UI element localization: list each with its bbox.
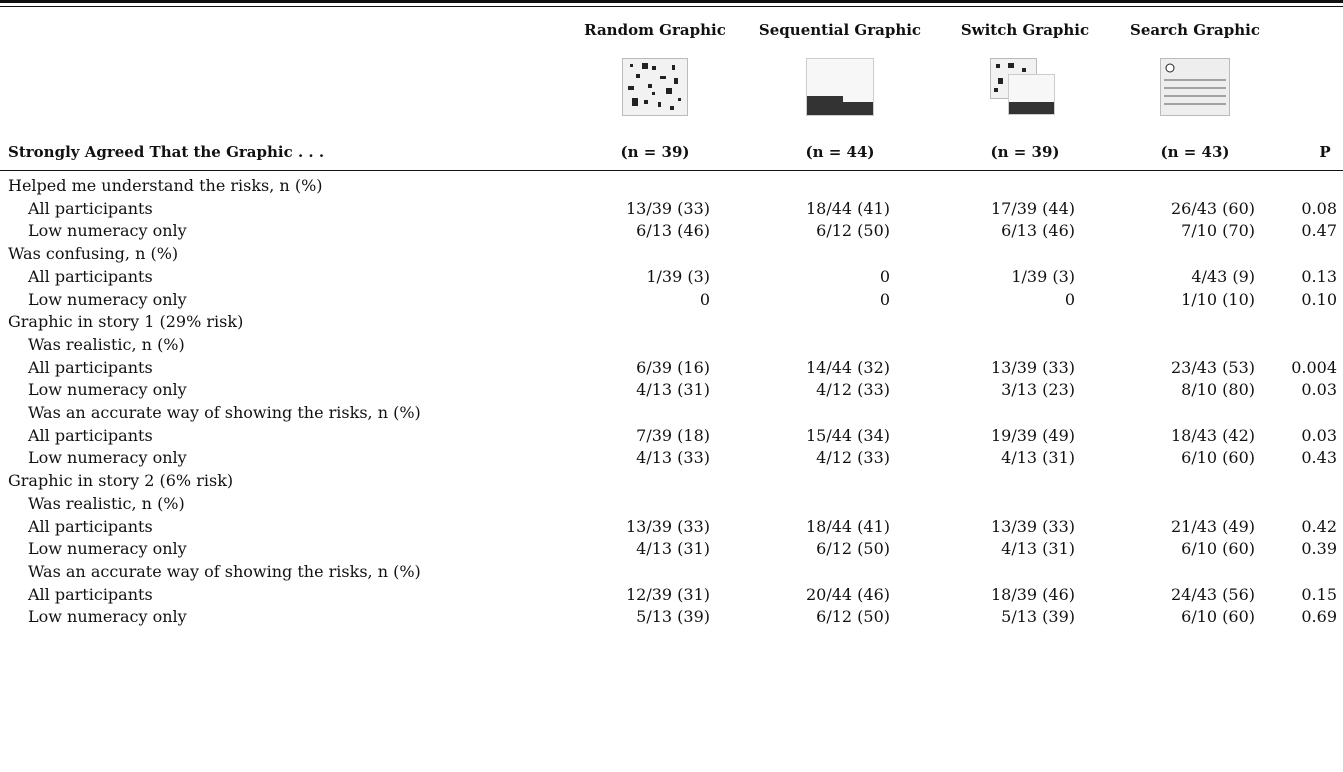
row-label: All participants — [28, 357, 153, 379]
cell: 23/43 (53) — [1171, 357, 1255, 379]
row-label: All participants — [28, 425, 153, 447]
p-value: 0.004 — [1291, 357, 1337, 379]
cell: 6/12 (50) — [816, 220, 890, 242]
p-header: P — [1319, 141, 1330, 163]
row-label: Low numeracy only — [28, 606, 187, 628]
cell: 6/13 (46) — [1001, 220, 1075, 242]
sample-size: (n = 43) — [1161, 141, 1230, 163]
cell: 12/39 (31) — [626, 584, 710, 606]
row-label: All participants — [28, 584, 153, 606]
cell: 26/43 (60) — [1171, 198, 1255, 220]
row-label: Low numeracy only — [28, 289, 187, 311]
p-value: 0.15 — [1301, 584, 1337, 606]
column-header: Sequential Graphic — [759, 19, 921, 41]
header-rule — [0, 170, 1343, 171]
p-value: 0.69 — [1301, 606, 1337, 628]
cell: 1/39 (3) — [646, 266, 710, 288]
cell: 13/39 (33) — [991, 516, 1075, 538]
cell: 13/39 (33) — [626, 516, 710, 538]
cell: 6/12 (50) — [816, 538, 890, 560]
cell: 21/43 (49) — [1171, 516, 1255, 538]
row-header: Strongly Agreed That the Graphic . . . — [8, 141, 324, 163]
cell: 6/10 (60) — [1181, 606, 1255, 628]
section-title: Graphic in story 2 (6% risk) — [8, 470, 233, 492]
p-value: 0.39 — [1301, 538, 1337, 560]
p-value: 0.13 — [1301, 266, 1337, 288]
cell: 6/39 (16) — [636, 357, 710, 379]
cell: 4/13 (31) — [636, 538, 710, 560]
subsection-title: Was realistic, n (%) — [28, 493, 185, 515]
cell: 8/10 (80) — [1181, 379, 1255, 401]
cell: 15/44 (34) — [806, 425, 890, 447]
cell: 6/13 (46) — [636, 220, 710, 242]
subsection-title: Was realistic, n (%) — [28, 334, 185, 356]
cell: 18/44 (41) — [806, 198, 890, 220]
cell: 4/43 (9) — [1191, 266, 1255, 288]
cell: 13/39 (33) — [626, 198, 710, 220]
sample-size: (n = 39) — [621, 141, 690, 163]
row-label: All participants — [28, 266, 153, 288]
cell: 0 — [700, 289, 710, 311]
section-title: Graphic in story 1 (29% risk) — [8, 311, 243, 333]
row-label: Low numeracy only — [28, 538, 187, 560]
section-title: Was confusing, n (%) — [8, 243, 178, 265]
cell: 18/43 (42) — [1171, 425, 1255, 447]
column-header: Random Graphic — [584, 19, 726, 41]
top-rule — [0, 0, 1343, 3]
p-value: 0.08 — [1301, 198, 1337, 220]
cell: 1/39 (3) — [1011, 266, 1075, 288]
search-graphic-icon — [1160, 58, 1230, 116]
p-value: 0.47 — [1301, 220, 1337, 242]
cell: 18/44 (41) — [806, 516, 890, 538]
cell: 4/13 (31) — [636, 379, 710, 401]
cell: 6/10 (60) — [1181, 538, 1255, 560]
subsection-title: Was an accurate way of showing the risks… — [28, 402, 421, 424]
row-label: Low numeracy only — [28, 379, 187, 401]
cell: 20/44 (46) — [806, 584, 890, 606]
cell: 14/44 (32) — [806, 357, 890, 379]
cell: 4/13 (31) — [1001, 538, 1075, 560]
cell: 0 — [880, 266, 890, 288]
cell: 24/43 (56) — [1171, 584, 1255, 606]
cell: 6/12 (50) — [816, 606, 890, 628]
cell: 5/13 (39) — [636, 606, 710, 628]
cell: 6/10 (60) — [1181, 447, 1255, 469]
cell: 5/13 (39) — [1001, 606, 1075, 628]
row-label: Low numeracy only — [28, 447, 187, 469]
cell: 4/13 (33) — [636, 447, 710, 469]
cell: 7/39 (18) — [636, 425, 710, 447]
cell: 3/13 (23) — [1001, 379, 1075, 401]
top-rule-thin — [0, 6, 1343, 7]
row-label: All participants — [28, 198, 153, 220]
column-header: Switch Graphic — [961, 19, 1089, 41]
table-page: Random Graphic Sequential Graphic Switch G… — [0, 0, 1343, 772]
sample-size: (n = 39) — [991, 141, 1060, 163]
row-label: All participants — [28, 516, 153, 538]
sample-size: (n = 44) — [806, 141, 875, 163]
cell: 4/12 (33) — [816, 447, 890, 469]
cell: 4/12 (33) — [816, 379, 890, 401]
cell: 18/39 (46) — [991, 584, 1075, 606]
p-value: 0.10 — [1301, 289, 1337, 311]
cell: 0 — [1065, 289, 1075, 311]
switch-graphic-icon — [990, 58, 1056, 116]
cell: 17/39 (44) — [991, 198, 1075, 220]
cell: 1/10 (10) — [1181, 289, 1255, 311]
cell: 0 — [880, 289, 890, 311]
p-value: 0.43 — [1301, 447, 1337, 469]
cell: 4/13 (31) — [1001, 447, 1075, 469]
cell: 19/39 (49) — [991, 425, 1075, 447]
p-value: 0.42 — [1301, 516, 1337, 538]
subsection-title: Was an accurate way of showing the risks… — [28, 561, 421, 583]
cell: 7/10 (70) — [1181, 220, 1255, 242]
section-title: Helped me understand the risks, n (%) — [8, 175, 323, 197]
row-label: Low numeracy only — [28, 220, 187, 242]
p-value: 0.03 — [1301, 379, 1337, 401]
sequential-graphic-icon — [806, 58, 874, 116]
p-value: 0.03 — [1301, 425, 1337, 447]
cell: 13/39 (33) — [991, 357, 1075, 379]
column-header: Search Graphic — [1130, 19, 1260, 41]
random-graphic-icon — [622, 58, 688, 116]
